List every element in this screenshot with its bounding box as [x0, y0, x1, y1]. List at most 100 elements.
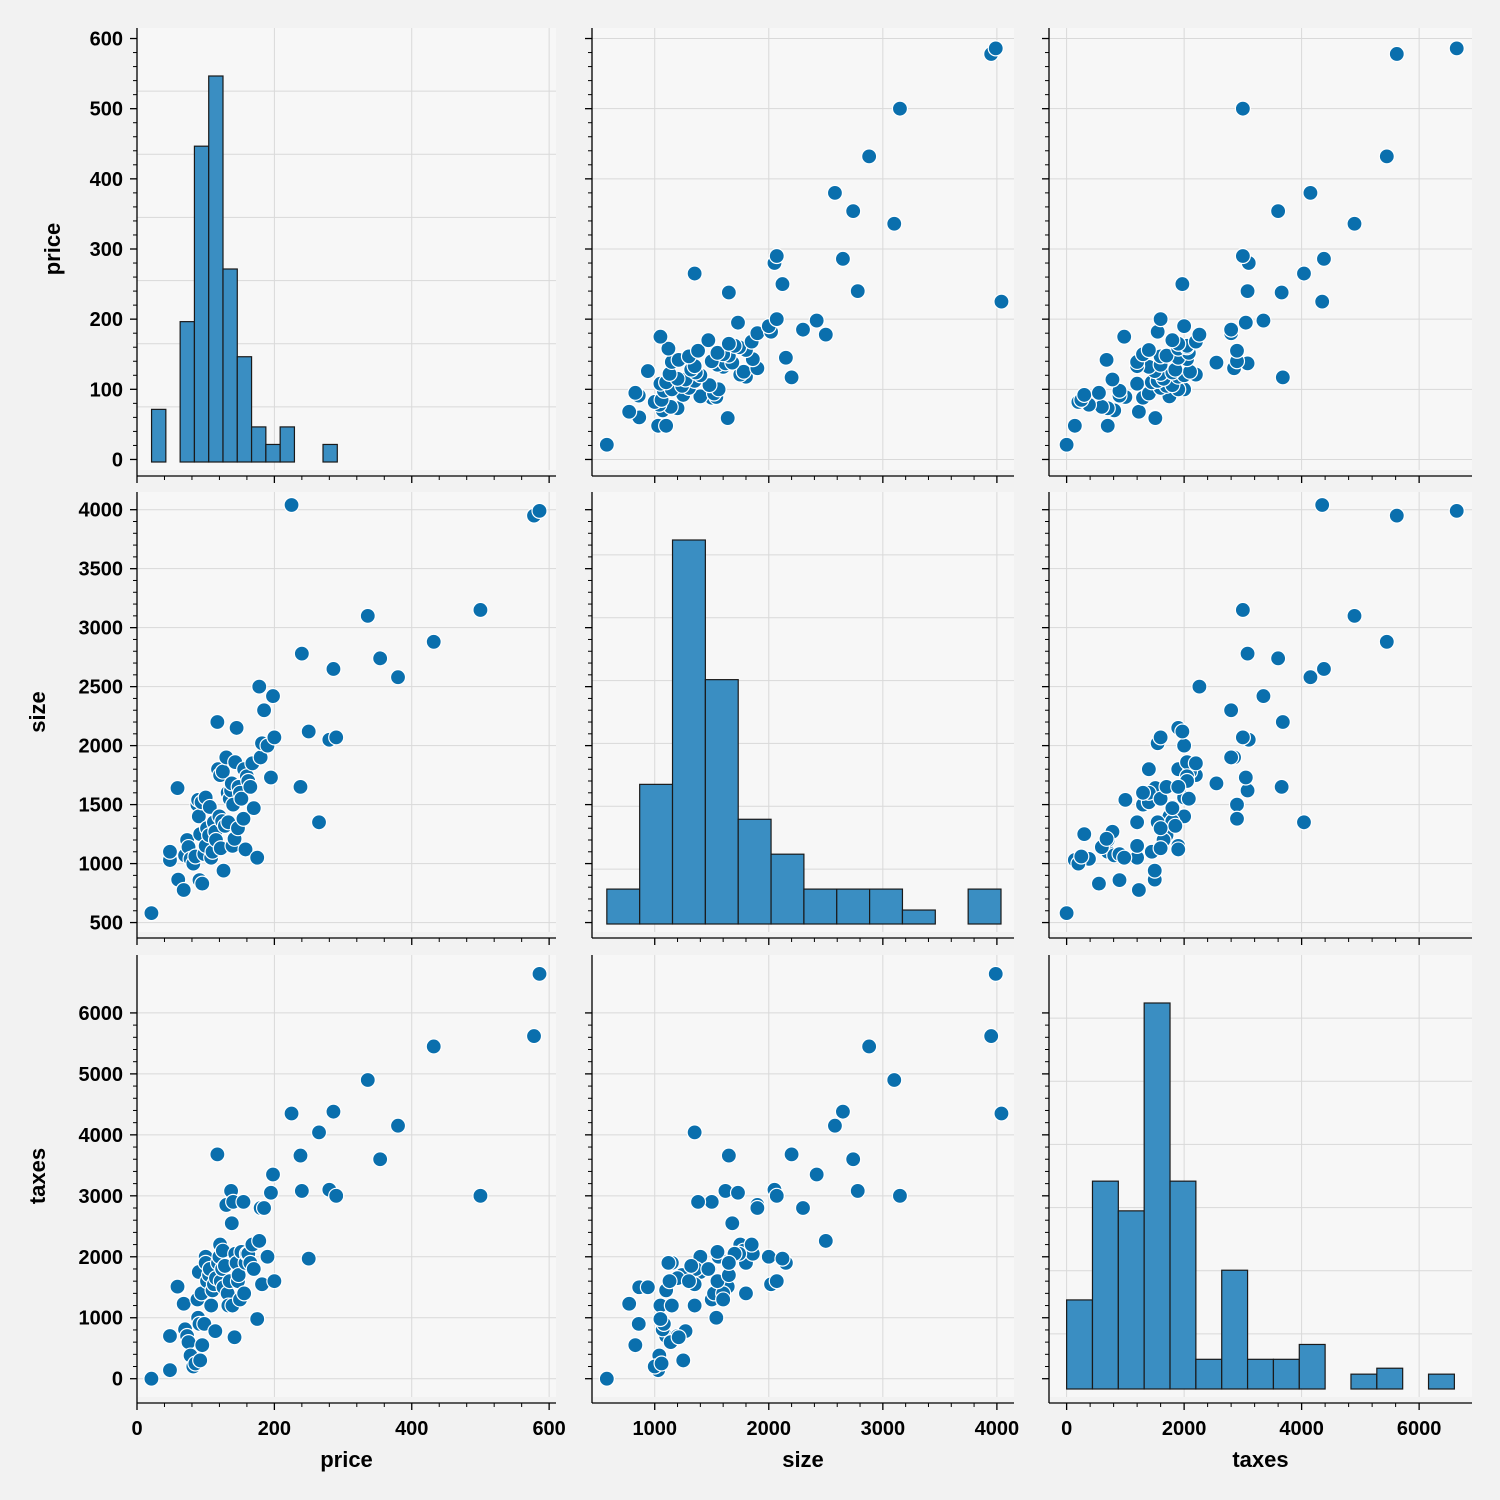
scatter-point	[1090, 384, 1108, 401]
scatter-point	[1164, 800, 1181, 817]
scatter-point	[389, 1117, 407, 1134]
histogram-bar	[1195, 1358, 1223, 1390]
scatter-point	[1130, 881, 1147, 899]
scatter-point	[237, 841, 254, 858]
y-tick-label: 6000	[79, 1003, 124, 1025]
scatter-point	[886, 215, 903, 232]
scatter-point	[233, 790, 250, 807]
scatter-point	[300, 723, 317, 740]
y-tick-label: 500	[90, 99, 123, 121]
panel-size-vs-price: 500 1000 1500 2000 2500 3000 3500 4000 size	[25, 492, 556, 945]
scatter-point	[1270, 650, 1287, 667]
scatter-point	[1164, 332, 1181, 349]
scatter-point	[987, 965, 1004, 982]
scatter-point	[724, 1215, 741, 1232]
scatter-point	[249, 1310, 266, 1328]
scatter-point	[251, 1232, 268, 1250]
scatter-point	[1170, 778, 1187, 796]
y-tick-label: 1000	[79, 1308, 124, 1330]
scatter-point	[845, 203, 862, 220]
scatter-point	[293, 645, 310, 662]
y-tick-label: 5000	[79, 1064, 124, 1086]
scatter-point	[1255, 312, 1272, 329]
scatter-point	[1302, 669, 1319, 686]
scatter-point	[209, 713, 226, 731]
scatter-point	[1111, 871, 1128, 889]
scatter-point	[834, 1103, 852, 1120]
scatter-point	[621, 1295, 638, 1312]
histogram-bar	[208, 75, 224, 463]
scatter-point	[292, 778, 309, 796]
scatter-point	[255, 702, 273, 719]
scatter-point	[1295, 814, 1313, 831]
scatter-point	[175, 1295, 192, 1312]
histogram-bar	[606, 888, 641, 925]
x-tick-label: 4000	[975, 1418, 1020, 1440]
scatter-point	[783, 369, 800, 386]
scatter-point	[1208, 354, 1225, 371]
scatter-point	[1223, 702, 1240, 719]
scatter-point	[1315, 660, 1333, 678]
scatter-point	[1274, 713, 1291, 731]
scatter-point	[1255, 687, 1272, 705]
scatter-point	[226, 1329, 243, 1346]
x-axis-label: price	[320, 1447, 373, 1472]
scatter-point	[325, 1103, 342, 1120]
x-tick-label: 2000	[747, 1418, 792, 1440]
scatter-point	[729, 314, 747, 331]
scatter-point	[310, 814, 328, 831]
histogram-bar	[193, 145, 210, 463]
scatter-point	[760, 1248, 777, 1265]
scatter-point	[715, 1291, 732, 1308]
y-tick-label: 200	[90, 309, 123, 331]
scatter-point	[794, 1199, 812, 1217]
x-axis-label: taxes	[1232, 1447, 1288, 1472]
scatter-point	[1146, 862, 1163, 879]
scatter-point	[1129, 837, 1146, 854]
histogram-bar	[1246, 1358, 1275, 1390]
y-tick-label: 3000	[79, 618, 124, 640]
histogram-bar	[236, 356, 253, 463]
scatter-point	[1448, 40, 1465, 57]
y-axis-label: taxes	[25, 1148, 50, 1204]
y-tick-label: 1500	[79, 795, 124, 817]
scatter-point	[686, 265, 703, 282]
scatter-point	[161, 843, 179, 860]
scatter-point	[1147, 409, 1164, 427]
scatter-point	[262, 769, 280, 786]
panel-price-vs-price: 0 100 200 300 400 500 600 price	[40, 28, 556, 483]
scatter-point	[720, 335, 737, 352]
x-tick-label: 6000	[1397, 1418, 1442, 1440]
histogram-bar	[1091, 1180, 1119, 1390]
scatter-point	[1152, 820, 1169, 837]
scatter-point	[372, 650, 389, 667]
scatter-point	[1167, 817, 1184, 834]
scatter-point	[1273, 284, 1290, 301]
scatter-point	[686, 1124, 703, 1141]
scatter-point	[621, 403, 638, 420]
histogram-bar	[704, 679, 739, 925]
scatter-point	[325, 660, 342, 678]
scatter-point	[708, 1309, 725, 1326]
scatter-point	[826, 184, 844, 201]
scatter-point	[749, 1199, 766, 1217]
y-tick-label: 3500	[79, 559, 124, 581]
panel-price-vs-taxes	[1042, 28, 1472, 483]
y-tick-label: 1000	[79, 854, 124, 876]
scatter-point	[425, 633, 442, 650]
scatter-point	[700, 1260, 717, 1278]
histogram-bar	[803, 888, 838, 925]
scatter-point	[861, 1038, 878, 1055]
scatter-point	[1140, 761, 1157, 778]
histogram-bar	[1169, 1180, 1197, 1390]
scatter-point	[777, 349, 794, 366]
scatter-point	[1448, 502, 1465, 519]
scatter-point	[680, 1273, 698, 1290]
scatter-point	[598, 1370, 615, 1387]
y-axis-label: size	[25, 691, 50, 733]
histogram-bar	[1143, 1002, 1171, 1390]
scatter-point	[236, 1285, 253, 1302]
scatter-point	[849, 1182, 866, 1200]
scatter-point	[1129, 375, 1146, 392]
